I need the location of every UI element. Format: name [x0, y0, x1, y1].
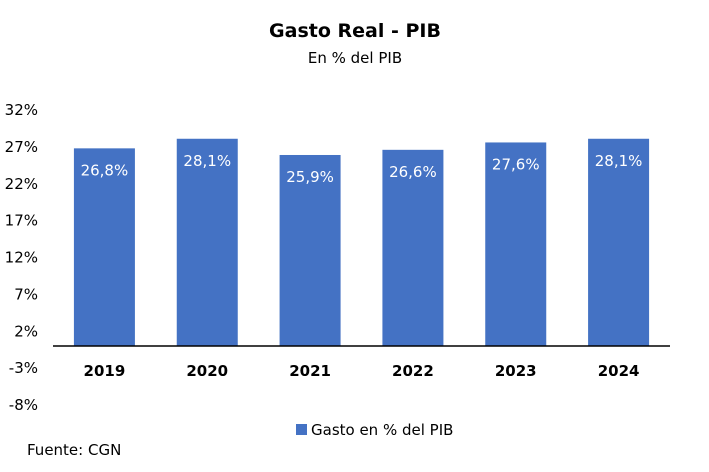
bar-data-label: 26,6% [389, 163, 437, 181]
bar [588, 138, 650, 346]
y-tick-label: 27% [5, 138, 38, 156]
source-note: Fuente: CGN [27, 441, 121, 459]
bars: 26,8% 28,1% 25,9% 26,6% 27,6% 28,1% [73, 138, 650, 346]
bar [176, 138, 238, 346]
chart-title: Gasto Real - PIB [269, 20, 441, 42]
bar-data-label: 26,8% [81, 161, 129, 179]
bar-data-label: 27,6% [492, 155, 540, 173]
y-tick-label: 32% [5, 101, 38, 119]
legend-label: Gasto en % del PIB [311, 421, 453, 439]
bar [485, 142, 547, 346]
legend-swatch [296, 424, 307, 435]
x-axis: 2019 2020 2021 2022 2023 2024 [84, 362, 640, 380]
x-category-label: 2023 [495, 362, 537, 380]
y-axis: 32% 27% 22% 17% 12% 7% 2% -3% -8% [5, 101, 38, 414]
y-tick-label: 17% [5, 212, 38, 230]
x-category-label: 2024 [598, 362, 640, 380]
bar [382, 149, 444, 346]
bar-data-label: 25,9% [286, 168, 334, 186]
y-tick-label: -8% [9, 396, 38, 414]
y-tick-label: 7% [14, 285, 38, 303]
x-category-label: 2020 [186, 362, 228, 380]
y-tick-label: 22% [5, 175, 38, 193]
bar [73, 148, 135, 346]
x-category-label: 2021 [289, 362, 331, 380]
bar-data-label: 28,1% [183, 152, 231, 170]
bar [279, 154, 341, 346]
y-tick-label: -3% [9, 359, 38, 377]
y-tick-label: 2% [14, 322, 38, 340]
bar-data-label: 28,1% [595, 152, 643, 170]
x-category-label: 2019 [84, 362, 126, 380]
x-category-label: 2022 [392, 362, 434, 380]
chart-subtitle: En % del PIB [308, 49, 402, 67]
legend: Gasto en % del PIB [296, 421, 453, 439]
y-tick-label: 12% [5, 249, 38, 267]
